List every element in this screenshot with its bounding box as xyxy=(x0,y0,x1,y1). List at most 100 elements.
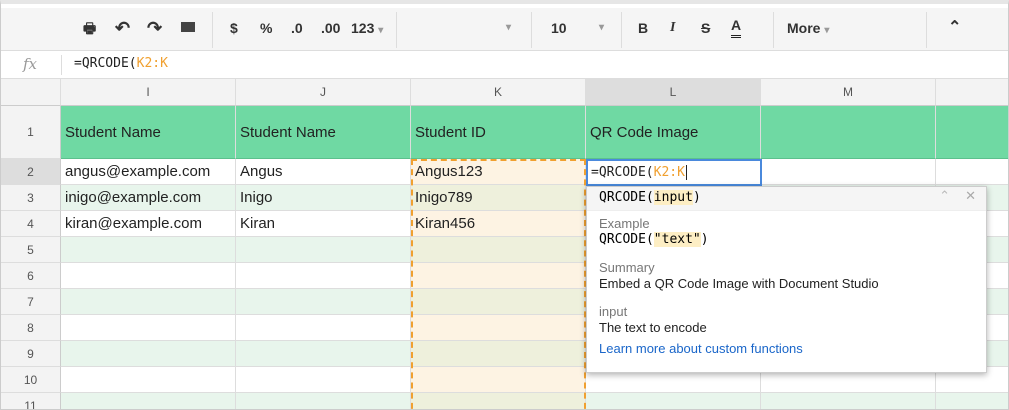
row-header-1[interactable]: 1 xyxy=(1,106,61,159)
header-cell[interactable]: QR Code Image xyxy=(586,106,761,159)
cell[interactable] xyxy=(236,237,411,263)
editor-range: K2:K xyxy=(653,165,685,180)
header-cell[interactable]: Student Name xyxy=(61,106,236,159)
summary-label: Summary xyxy=(599,260,655,275)
cell-editor[interactable]: =QRCODE(K2:K xyxy=(586,159,762,186)
strikethrough-button[interactable]: S xyxy=(701,20,711,36)
cell[interactable]: angus@example.com xyxy=(61,159,236,185)
format-label: 123 xyxy=(351,20,375,36)
formula-text[interactable]: =QRCODE(K2:K xyxy=(74,56,168,71)
cell[interactable]: inigo@example.com xyxy=(61,185,236,211)
chevron-down-icon: ▾ xyxy=(378,25,384,36)
text-color-button[interactable]: A xyxy=(731,16,742,38)
summary-text: Embed a QR Code Image with Document Stud… xyxy=(599,276,879,291)
toolbar: 🖶 ↶ ↷ $ % .0 .00 123 ▾ ▾ 10 ▾ B I S A Mo… xyxy=(1,8,1008,51)
column-header-L[interactable]: L xyxy=(586,79,761,106)
print-icon[interactable]: 🖶 xyxy=(83,20,97,36)
cell[interactable] xyxy=(236,289,411,315)
column-header-I[interactable]: I xyxy=(61,79,236,106)
column-header-next[interactable] xyxy=(936,79,1008,106)
cell[interactable] xyxy=(761,159,936,185)
cell[interactable] xyxy=(411,341,586,367)
cell[interactable] xyxy=(61,341,236,367)
cell[interactable] xyxy=(61,237,236,263)
cell[interactable] xyxy=(61,263,236,289)
cell[interactable]: Kiran456 xyxy=(411,211,586,237)
cell[interactable] xyxy=(61,315,236,341)
sig-arg: input xyxy=(653,190,693,205)
editor-prefix: =QRCODE( xyxy=(591,165,654,180)
decrease-decimal-button[interactable]: .0 xyxy=(291,20,303,36)
font-size-field[interactable]: 10 xyxy=(551,20,567,36)
column-header-J[interactable]: J xyxy=(236,79,411,106)
cell[interactable] xyxy=(761,393,936,409)
row-header-5[interactable]: 5 xyxy=(1,237,61,263)
cell[interactable]: Kiran xyxy=(236,211,411,237)
row-header-8[interactable]: 8 xyxy=(1,315,61,341)
close-icon[interactable]: ✕ xyxy=(965,189,976,204)
cell[interactable] xyxy=(61,393,236,409)
select-all-corner[interactable] xyxy=(1,79,61,106)
row-header-11[interactable]: 11 xyxy=(1,393,61,409)
row-header-9[interactable]: 9 xyxy=(1,341,61,367)
cell[interactable] xyxy=(411,367,586,393)
learn-more-link[interactable]: Learn more about custom functions xyxy=(599,341,803,356)
row-header-3[interactable]: 3 xyxy=(1,185,61,211)
header-cell[interactable] xyxy=(761,106,936,159)
cell[interactable] xyxy=(936,106,1008,159)
example-label: Example xyxy=(599,216,650,231)
cell[interactable] xyxy=(411,393,586,409)
font-size-dropdown[interactable]: ▾ xyxy=(599,22,605,33)
cell[interactable]: Angus123 xyxy=(411,159,586,185)
more-button[interactable]: More ▾ xyxy=(787,16,829,40)
cell[interactable] xyxy=(236,393,411,409)
header-cell[interactable]: Student ID xyxy=(411,106,586,159)
cell[interactable]: Inigo xyxy=(236,185,411,211)
formula-range: K2:K xyxy=(136,56,168,71)
column-header-M[interactable]: M xyxy=(761,79,936,106)
cell[interactable] xyxy=(236,315,411,341)
sig-close: ) xyxy=(692,190,701,205)
cell[interactable] xyxy=(936,159,1008,185)
row-header-4[interactable]: 4 xyxy=(1,211,61,237)
currency-button[interactable]: $ xyxy=(230,20,238,36)
increase-decimal-button[interactable]: .00 xyxy=(321,20,341,36)
cell[interactable] xyxy=(411,289,586,315)
cell[interactable] xyxy=(61,367,236,393)
row-header-2[interactable]: 2 xyxy=(1,159,61,185)
collapse-icon[interactable]: ⌃ xyxy=(939,189,950,204)
cell[interactable]: kiran@example.com xyxy=(61,211,236,237)
example-arg: "text" xyxy=(653,232,701,247)
cell[interactable] xyxy=(236,341,411,367)
row-header-6[interactable]: 6 xyxy=(1,263,61,289)
cell[interactable] xyxy=(236,263,411,289)
example-name: QRCODE( xyxy=(599,232,654,247)
row-header-7[interactable]: 7 xyxy=(1,289,61,315)
cell[interactable] xyxy=(411,237,586,263)
cell[interactable] xyxy=(411,315,586,341)
bold-button[interactable]: B xyxy=(638,20,649,36)
percent-button[interactable]: % xyxy=(260,20,273,36)
cell[interactable] xyxy=(586,393,761,409)
cell[interactable]: Angus xyxy=(236,159,411,185)
column-header-K[interactable]: K xyxy=(411,79,586,106)
cell[interactable] xyxy=(61,289,236,315)
cell[interactable] xyxy=(236,367,411,393)
cell[interactable]: Inigo789 xyxy=(411,185,586,211)
undo-icon[interactable]: ↶ xyxy=(115,18,131,38)
cell[interactable] xyxy=(936,393,1008,409)
arg-label: input xyxy=(599,304,628,319)
collapse-toolbar-icon[interactable]: ⌃ xyxy=(948,19,962,36)
formula-prefix: =QRCODE( xyxy=(74,56,137,71)
italic-button[interactable]: I xyxy=(670,20,676,35)
format-button[interactable]: 123 ▾ xyxy=(351,16,383,40)
cell[interactable] xyxy=(411,263,586,289)
example-code: QRCODE("text") xyxy=(599,232,974,248)
formula-bar[interactable]: fx =QRCODE(K2:K xyxy=(1,51,1008,79)
font-dropdown[interactable]: ▾ xyxy=(506,22,512,33)
header-cell[interactable]: Student Name xyxy=(236,106,411,159)
redo-icon[interactable]: ↷ xyxy=(147,18,163,38)
paint-format-icon[interactable] xyxy=(181,22,195,32)
row-header-10[interactable]: 10 xyxy=(1,367,61,393)
